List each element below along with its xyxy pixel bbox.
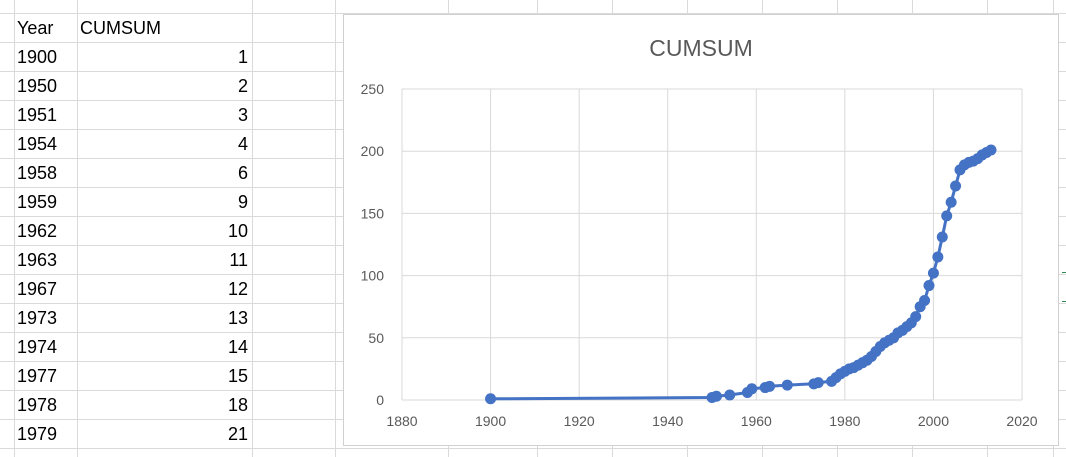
data-point	[764, 380, 776, 392]
y-tick-label: 250	[361, 81, 385, 97]
x-tick-label: 2020	[1006, 413, 1037, 429]
cumsum-cell[interactable]: 15	[227, 366, 248, 386]
data-point	[710, 390, 722, 402]
chart-plot: 1880 1900 1920 1940 1960 1980 2000 2020 0 50 100 15…	[361, 81, 1038, 429]
data-point	[985, 144, 997, 156]
year-cell[interactable]: 1963	[17, 250, 58, 270]
year-cell[interactable]: 1954	[17, 134, 58, 154]
data-point	[941, 210, 953, 222]
y-tick-label: 50	[368, 330, 384, 346]
year-cell[interactable]: 1950	[17, 76, 58, 96]
year-cell[interactable]: 1959	[17, 192, 58, 212]
data-point	[812, 377, 824, 389]
chart-title: CUMSUM	[649, 35, 753, 61]
grid-marker	[1062, 301, 1066, 302]
data-point	[950, 180, 962, 192]
data-point	[936, 231, 948, 243]
cumsum-cell[interactable]: 12	[227, 279, 248, 299]
year-cell[interactable]: 1967	[17, 279, 58, 299]
data-point	[945, 196, 957, 208]
y-tick-label: 150	[361, 205, 385, 221]
year-cell[interactable]: 1979	[17, 424, 58, 444]
cumsum-cell[interactable]: 4	[237, 134, 248, 154]
data-point	[781, 379, 793, 391]
chart-area[interactable]: CUMSUM 1880 1900 1920 1940 1960 1980 2000 2020 0…	[343, 14, 1059, 446]
cumsum-cell[interactable]: 14	[227, 337, 248, 357]
data-point	[923, 280, 935, 292]
row-gridline	[0, 448, 1066, 449]
year-cell[interactable]: 1958	[17, 163, 58, 183]
year-cell[interactable]: 1973	[17, 308, 58, 328]
year-cell[interactable]: 1951	[17, 105, 58, 125]
x-tick-label: 1940	[652, 413, 683, 429]
year-cell[interactable]: 1977	[17, 366, 58, 386]
cumsum-cell[interactable]: 10	[227, 221, 248, 241]
x-tick-label: 2000	[918, 413, 949, 429]
cumsum-cell[interactable]: 9	[237, 192, 248, 212]
column-gridline	[252, 0, 253, 457]
cumsum-cell[interactable]: 18	[227, 395, 248, 415]
column-gridline	[14, 0, 15, 457]
data-point	[932, 251, 944, 263]
cumsum-cell[interactable]: 11	[229, 250, 248, 270]
y-tick-label: 0	[376, 392, 384, 408]
x-tick-label: 1960	[741, 413, 772, 429]
year-cell[interactable]: 1962	[17, 221, 58, 241]
data-point	[927, 267, 939, 279]
header-cell-year[interactable]: Year	[17, 18, 54, 38]
cumsum-cell[interactable]: 3	[237, 105, 248, 125]
data-point	[910, 311, 922, 323]
data-point	[485, 393, 497, 405]
header-cell-cumsum[interactable]: CUMSUM	[80, 18, 161, 38]
cumsum-cell[interactable]: 1	[237, 47, 248, 67]
cumsum-cell[interactable]: 21	[227, 424, 248, 444]
cumsum-cell[interactable]: 13	[227, 308, 248, 328]
x-tick-label: 1880	[386, 413, 417, 429]
y-tick-label: 200	[361, 143, 385, 159]
data-point	[724, 389, 736, 401]
grid-marker	[1062, 272, 1066, 273]
data-point	[919, 294, 931, 306]
data-point	[746, 383, 758, 395]
year-cell[interactable]: 1900	[17, 47, 58, 67]
row-gridline	[0, 13, 1066, 14]
x-tick-label: 1900	[475, 413, 506, 429]
column-gridline	[77, 0, 78, 457]
x-tick-label: 1920	[564, 413, 595, 429]
x-tick-label: 1980	[829, 413, 860, 429]
column-gridline	[335, 0, 336, 457]
y-tick-label: 100	[361, 268, 385, 284]
cumsum-cell[interactable]: 2	[237, 76, 248, 96]
cumsum-cell[interactable]: 6	[237, 163, 248, 183]
year-cell[interactable]: 1974	[17, 337, 58, 357]
year-cell[interactable]: 1978	[17, 395, 58, 415]
series-line	[490, 148, 992, 401]
